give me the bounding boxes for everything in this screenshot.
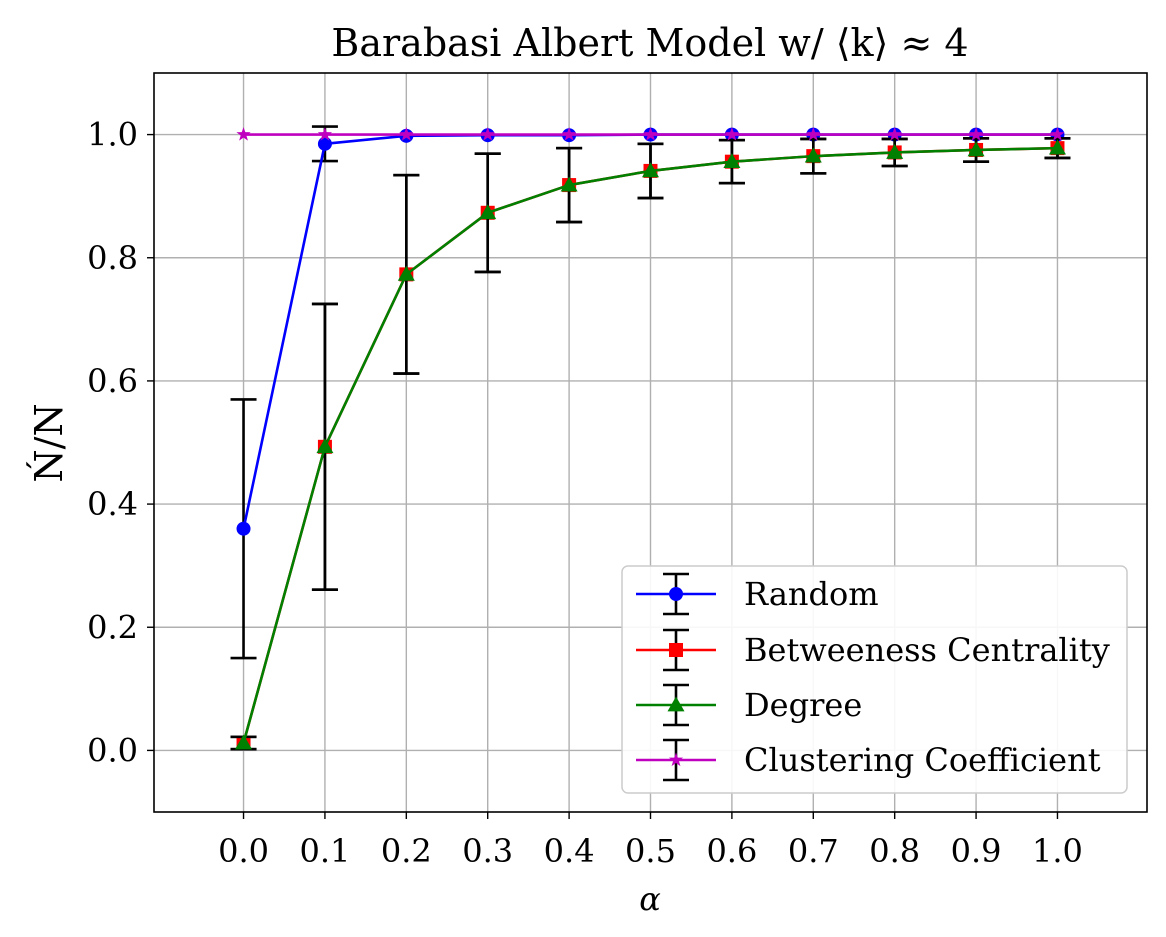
legend-entry: Degree <box>636 683 862 727</box>
y-tick-label: 0.0 <box>87 731 138 769</box>
data-point <box>397 265 415 281</box>
legend-marker <box>667 696 685 712</box>
y-tick-label: 0.8 <box>87 239 138 277</box>
data-point <box>724 127 740 141</box>
y-tick-label: 0.6 <box>87 362 138 400</box>
legend-label: Clustering Coefficient <box>744 741 1101 779</box>
x-tick-label: 0.1 <box>299 832 350 870</box>
y-axis-label: Ń/N <box>27 403 71 482</box>
data-point <box>887 127 902 141</box>
data-point <box>806 127 821 141</box>
data-point <box>317 136 332 151</box>
series-degree <box>230 136 1071 751</box>
chart-title: Barabasi Albert Model w/ ⟨k⟩ ≈ 4 <box>331 21 968 65</box>
data-point <box>480 127 495 141</box>
x-tick-label: 0.5 <box>625 832 676 870</box>
legend-box <box>621 565 1128 794</box>
legend-entry: Clustering Coefficient <box>636 738 1101 782</box>
data-point <box>317 127 333 141</box>
data-point <box>642 162 659 178</box>
series-clustering-coefficient <box>236 127 1065 141</box>
legend-label: Betweeness Centrality <box>744 631 1110 669</box>
data-point <box>967 141 985 157</box>
data-point <box>723 153 741 169</box>
data-point <box>235 734 253 750</box>
legend-label: Degree <box>744 686 862 724</box>
x-axis-label: α <box>639 880 661 918</box>
data-point <box>316 438 334 454</box>
x-tick-label: 0.3 <box>462 832 513 870</box>
data-point <box>399 127 414 141</box>
data-point <box>560 176 578 192</box>
x-tick-label: 0.8 <box>869 832 920 870</box>
legend-label: Random <box>744 575 879 613</box>
data-point <box>479 204 497 220</box>
data-point <box>561 127 577 141</box>
y-tick-label: 0.2 <box>87 608 138 646</box>
data-point <box>236 127 251 141</box>
legend-marker <box>669 587 683 601</box>
x-tick-label: 0.9 <box>951 832 1002 870</box>
legend-entry: Betweeness Centrality <box>636 628 1110 672</box>
x-tick-label: 0.6 <box>706 832 757 870</box>
data-point <box>643 127 658 141</box>
data-point <box>886 143 904 159</box>
legend: Random Betweeness Centrality Degree Cluster… <box>621 565 1128 794</box>
x-tick-label: 0.0 <box>218 832 269 870</box>
legend-entry: Random <box>636 572 879 616</box>
legend-marker <box>668 752 684 767</box>
y-tick-label: 0.4 <box>87 485 138 523</box>
x-tick-label: 0.4 <box>544 832 595 870</box>
data-point <box>804 147 822 163</box>
legend-marker <box>669 643 683 657</box>
y-tick-label: 1.0 <box>87 116 138 154</box>
axis-ticks: 0.0 0.1 0.2 0.3 0.4 0.5 0.6 0.7 0.8 0.9 1.0 0.0 0.2 0… <box>87 116 1083 870</box>
x-tick-label: 0.2 <box>381 832 432 870</box>
data-point <box>236 521 251 536</box>
data-point <box>968 127 984 141</box>
series-layer <box>230 125 1071 751</box>
x-tick-label: 0.7 <box>788 832 839 870</box>
x-tick-label: 1.0 <box>1032 832 1083 870</box>
data-point <box>1048 139 1066 155</box>
data-point <box>1050 127 1065 141</box>
